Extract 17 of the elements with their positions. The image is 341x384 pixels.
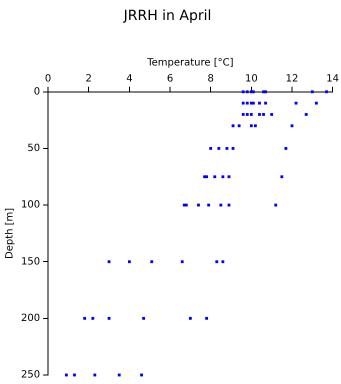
y-tick-label: 150 [20,256,40,268]
chart-title: JRRH in April [122,8,212,24]
x-tick-label: 4 [126,73,133,84]
y-tick-label: 200 [20,312,40,324]
x-tick-label: 2 [86,73,92,84]
y-tick-label: 100 [20,200,40,211]
x-tick-label: 14 [326,73,340,84]
y-tick-label: 0 [34,86,40,98]
x-tick-label: 0 [44,73,52,84]
x-tick-label: 6 [166,73,174,84]
x-axis-title: Temperature [°C] [146,57,234,68]
x-tick-label: 12 [286,73,298,84]
y-tick-label: 250 [20,370,40,381]
y-axis-title: Depth [m] [4,208,16,259]
y-tick-label: 50 [27,143,40,154]
x-tick-label: 8 [208,73,214,84]
x-tick-label: 10 [244,73,258,84]
